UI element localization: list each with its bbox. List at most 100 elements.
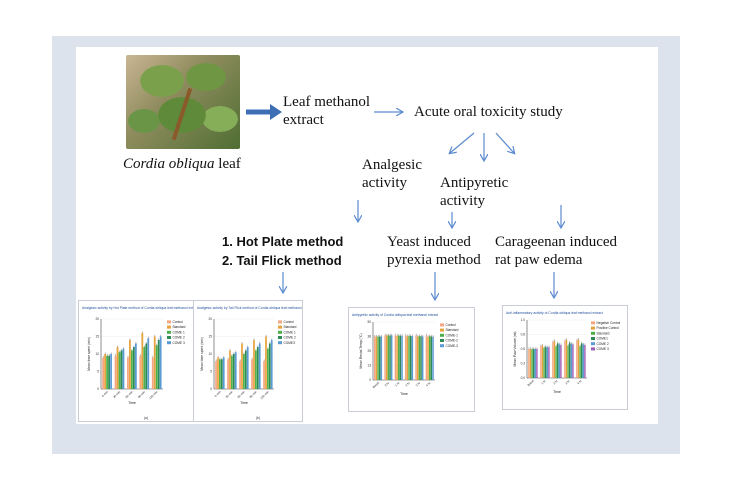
bar — [540, 346, 542, 378]
bar — [421, 336, 424, 380]
bar — [132, 347, 135, 389]
bar — [552, 342, 554, 378]
legend-label: COME-3 — [446, 344, 459, 348]
bar — [399, 335, 402, 380]
bar — [560, 344, 562, 378]
method-hot-plate: 1. Hot Plate method — [222, 234, 344, 249]
bar — [127, 357, 129, 389]
bar — [579, 346, 581, 378]
bar — [229, 350, 231, 389]
bar — [141, 333, 144, 389]
legend-label: COME 1 — [173, 330, 185, 334]
y-tick-label: 15 — [95, 335, 99, 339]
plant-label: Cordia obliqua leaf — [123, 156, 241, 173]
chart-antipyretic: Antipyretic activity of Cordia obliqua l… — [348, 307, 475, 412]
bar — [256, 347, 259, 389]
bar — [122, 348, 125, 389]
y-axis-label: Mean Paw Volume (ml) — [513, 331, 517, 366]
bar — [118, 352, 121, 389]
bar — [110, 354, 112, 389]
y-tick-label: 25 — [367, 349, 371, 353]
x-tick-label: 120 min — [148, 390, 159, 401]
x-tick-label: 4 hr — [576, 379, 582, 385]
bar — [102, 357, 105, 389]
x-tick-label: 1 hr — [394, 381, 400, 387]
chart-tail-flick: Analgesic activity by Tail Flick method … — [193, 300, 303, 422]
bar — [227, 359, 229, 389]
bar — [384, 335, 386, 380]
x-tick-label: Basal — [527, 379, 535, 387]
bar — [147, 338, 150, 389]
antiinflammatory-chart-svg: Anti-inflammatory activity of Cordia obl… — [506, 311, 621, 394]
legend-swatch — [167, 341, 171, 345]
legend-label: Control — [284, 320, 295, 324]
bar — [232, 354, 235, 389]
bar — [411, 336, 414, 380]
bar — [386, 335, 388, 380]
legend-swatch — [591, 331, 595, 335]
legend-swatch — [591, 326, 595, 330]
bar — [427, 336, 429, 380]
bar — [139, 355, 142, 389]
x-axis-label: Time — [128, 401, 136, 405]
bar — [157, 340, 160, 389]
bar — [145, 343, 148, 389]
y-tick-label: 38 — [367, 335, 371, 339]
y-tick-label: 13 — [367, 364, 371, 368]
legend-label: COME1 — [597, 337, 609, 341]
tail-flick-chart-svg: Analgesic activity by Tail Flick method … — [197, 306, 302, 420]
x-axis-label: Time — [400, 392, 408, 396]
bar — [406, 336, 409, 380]
bar — [253, 340, 255, 389]
bar — [429, 336, 431, 380]
method-tail-flick: 2. Tail Flick method — [222, 253, 342, 268]
y-tick-label: 20 — [208, 317, 212, 321]
y-tick-label: 0.3 — [521, 362, 526, 366]
bar — [129, 340, 131, 389]
bar — [215, 361, 217, 389]
carageenan-line1: Carageenan induced — [495, 234, 618, 250]
x-tick-label: 30 min — [112, 390, 121, 399]
arrow-to-antiinflammatory — [495, 132, 514, 153]
bar — [380, 336, 383, 380]
legend-label: COME 2 — [173, 336, 185, 340]
legend-swatch — [278, 325, 282, 329]
bar — [251, 359, 253, 389]
bar — [545, 346, 547, 378]
antipyretic-chart-svg: Antipyretic activity of Cordia obliqua l… — [352, 313, 459, 396]
bar — [408, 335, 410, 380]
bar — [241, 343, 243, 389]
bar — [430, 336, 433, 380]
chart-title: Analgesic activity by Hot Plate method o… — [82, 306, 193, 310]
bar — [267, 348, 269, 389]
y-tick-label: 1.0 — [521, 318, 526, 322]
bar — [576, 340, 578, 378]
bar — [108, 355, 110, 389]
legend-swatch — [278, 320, 282, 324]
legend-swatch — [591, 321, 595, 325]
bar — [255, 350, 257, 389]
bar — [557, 343, 559, 378]
x-tick-label: 2 hr — [404, 381, 410, 387]
legend-label: Standard — [173, 325, 186, 329]
x-tick-label: 3 hr — [564, 379, 570, 385]
bar — [584, 344, 586, 378]
antipyretic-line1: Antipyretic — [440, 175, 509, 191]
bar — [536, 349, 538, 378]
legend-swatch — [440, 333, 444, 337]
bar — [533, 349, 535, 378]
x-tick-label: 3 hr — [415, 381, 421, 387]
analgesic-line2: activity — [362, 175, 407, 191]
bar — [120, 350, 123, 389]
legend-label: COME 2 — [597, 342, 609, 346]
y-tick-label: 5 — [210, 370, 212, 374]
extract-line2: extract — [283, 112, 324, 128]
legend-swatch — [591, 347, 595, 351]
legend-swatch — [440, 328, 444, 332]
legend-label: COME-2 — [446, 339, 459, 343]
bar — [555, 346, 557, 378]
legend-label: Standard — [597, 331, 610, 335]
bar — [396, 335, 398, 380]
legend-swatch — [440, 344, 444, 348]
x-tick-label: 4 hr — [425, 381, 431, 387]
